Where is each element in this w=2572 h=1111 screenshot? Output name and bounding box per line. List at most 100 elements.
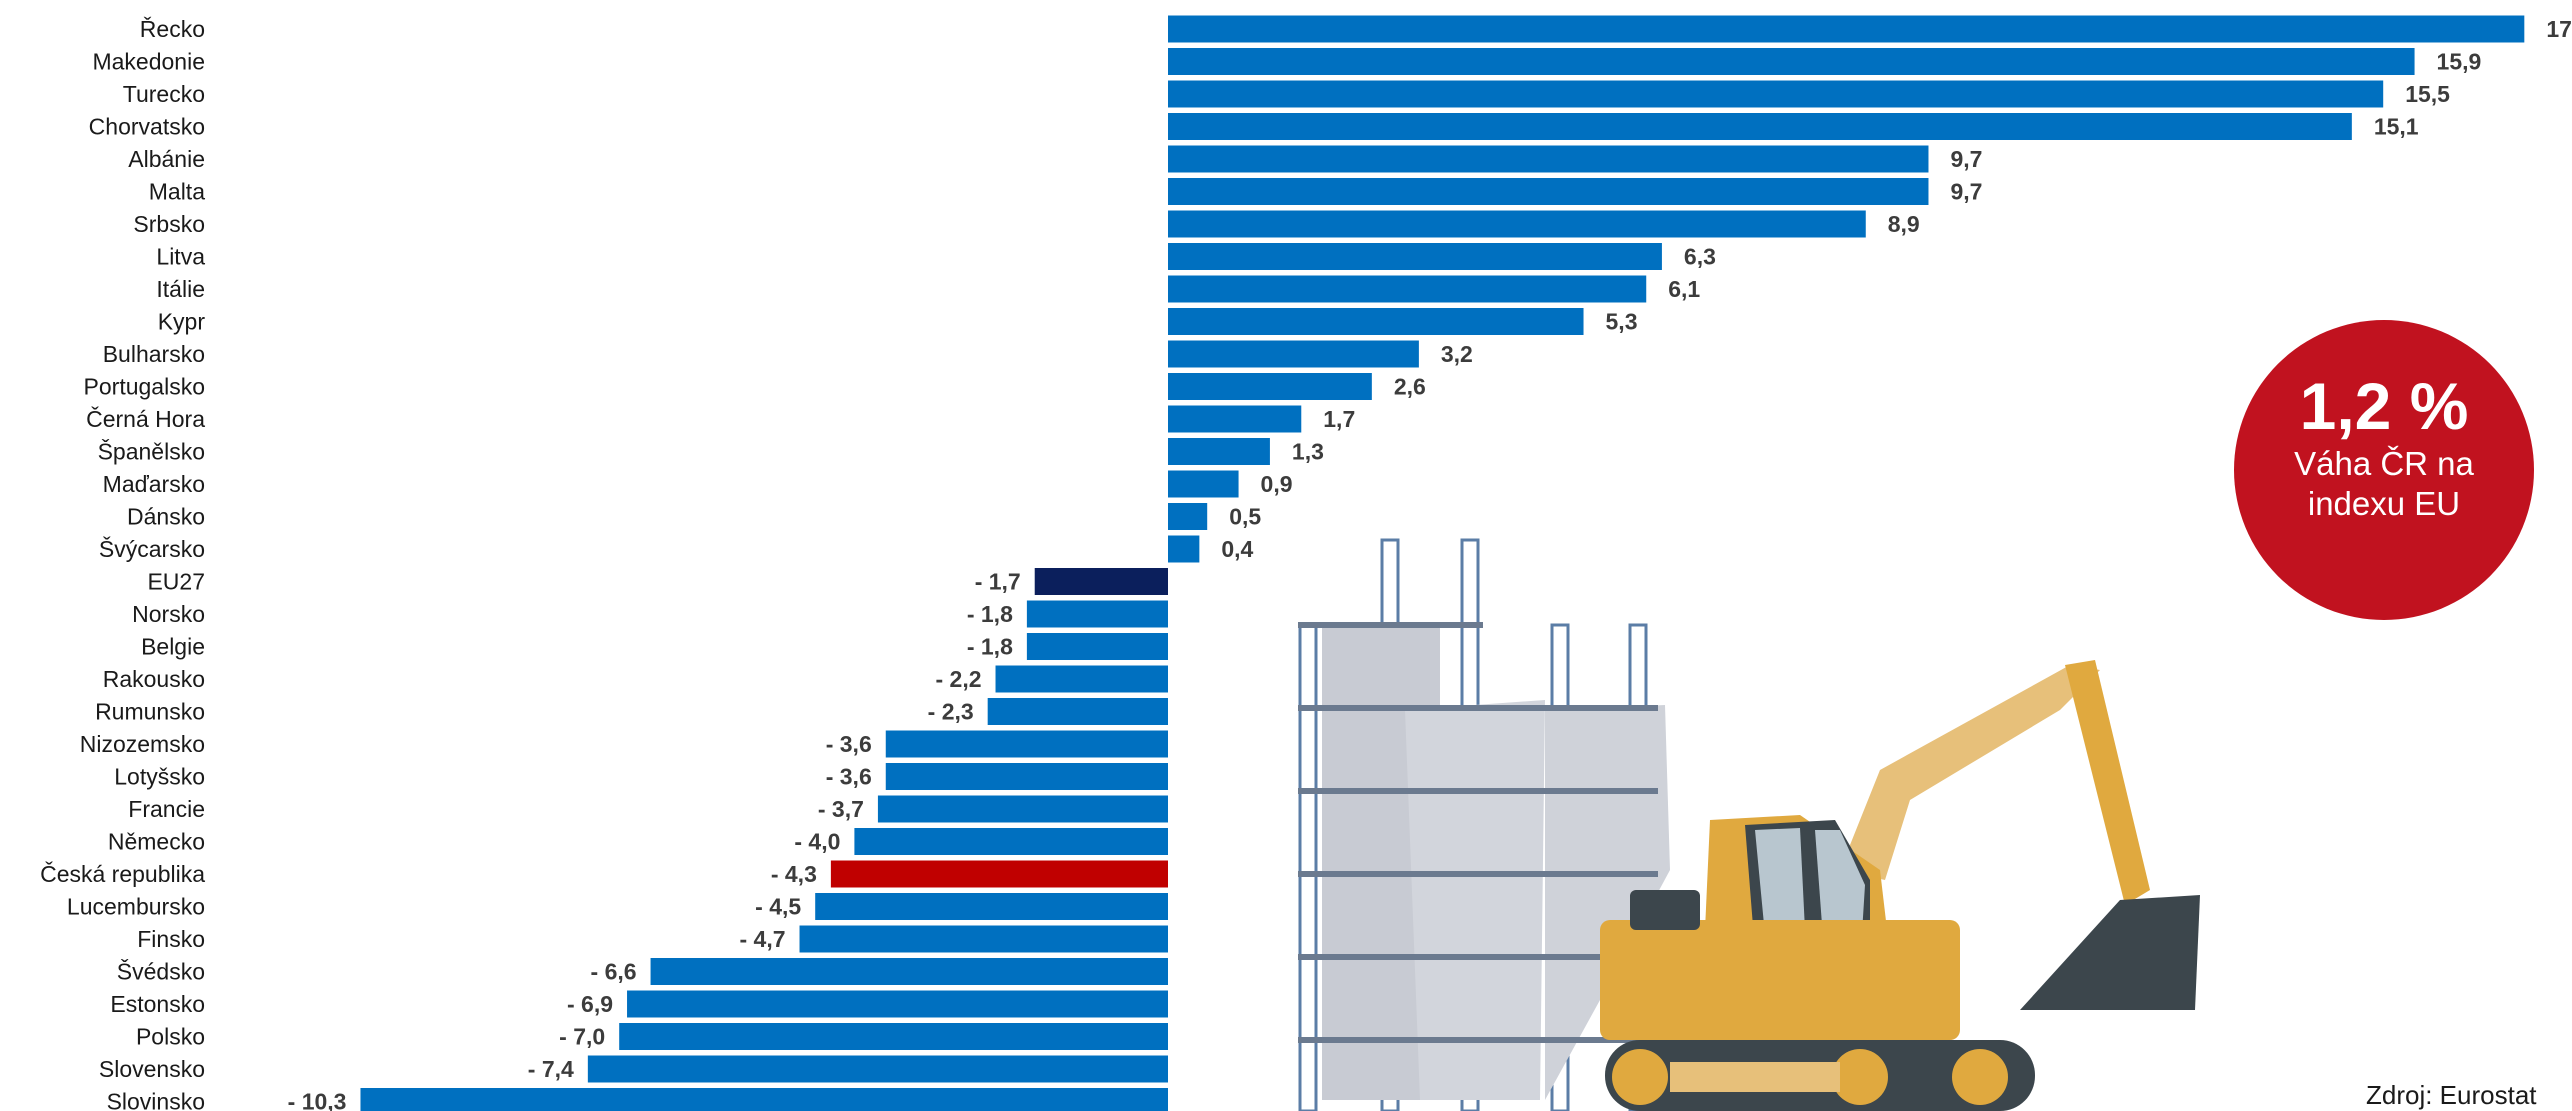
value-label: 9,7 [1950, 179, 1982, 205]
category-label: Kypr [158, 309, 206, 335]
value-label: 0,5 [1229, 504, 1261, 530]
value-label: 3,2 [1441, 341, 1473, 367]
bar-Chorvatsko [1168, 113, 2352, 140]
value-label: - 1,7 [975, 569, 1021, 595]
bar-Kypr [1168, 308, 1584, 335]
value-label: 6,1 [1668, 276, 1700, 302]
bar-Srbsko [1168, 210, 1866, 238]
category-label: Polsko [136, 1024, 205, 1050]
construction-illustration [1298, 538, 2200, 1111]
bar-EU27 [1034, 568, 1168, 595]
category-label: Slovensko [99, 1056, 205, 1082]
bar-Švédsko [650, 958, 1168, 985]
bar-Černá Hora [1168, 405, 1302, 433]
bar-Slovensko [587, 1055, 1168, 1083]
category-label: Portugalsko [84, 374, 205, 400]
value-label: - 4,0 [794, 829, 840, 855]
category-label: Itálie [156, 276, 205, 302]
category-label: Maďarsko [103, 471, 205, 497]
value-label: - 3,6 [826, 764, 872, 790]
bar-Lotyšsko [885, 763, 1168, 790]
category-label: Lucembursko [67, 894, 205, 920]
category-label: Srbsko [133, 211, 205, 237]
value-label: - 6,6 [591, 959, 637, 985]
bar-Řecko [1168, 15, 2525, 43]
value-label: - 2,2 [935, 666, 981, 692]
bar-Norsko [1026, 600, 1168, 628]
value-label: - 3,7 [818, 796, 864, 822]
value-label: 2,6 [1394, 374, 1426, 400]
bar-Estonsko [627, 990, 1168, 1018]
category-label: Estonsko [110, 991, 205, 1017]
bar-Turecko [1168, 80, 2384, 108]
bar-Německo [854, 828, 1168, 855]
category-label: Litva [156, 244, 205, 270]
bar-Rakousko [995, 665, 1168, 693]
bar-Švýcarsko [1168, 535, 1200, 563]
category-label: Albánie [128, 146, 205, 172]
bar-Belgie [1026, 633, 1168, 660]
category-label: Slovinsko [107, 1089, 205, 1111]
category-label: Malta [149, 179, 205, 205]
category-label: Rumunsko [95, 699, 205, 725]
bar-Bulharsko [1168, 340, 1419, 368]
value-label: - 1,8 [967, 601, 1013, 627]
category-label: Dánsko [127, 504, 205, 530]
bar-Nizozemsko [885, 730, 1168, 758]
value-label: 9,7 [1950, 146, 1982, 172]
value-label: - 4,3 [771, 861, 817, 887]
category-label: Makedonie [92, 49, 205, 75]
value-label: 8,9 [1888, 211, 1920, 237]
category-label: Rakousko [103, 666, 205, 692]
bar-Portugalsko [1168, 373, 1372, 400]
bar-Rumunsko [987, 698, 1168, 725]
bar-Francie [877, 795, 1168, 823]
value-label: - 3,6 [826, 731, 872, 757]
bar-Litva [1168, 243, 1662, 270]
category-label: Lotyšsko [114, 764, 205, 790]
value-label: 1,3 [1292, 439, 1324, 465]
scaffolding-icon [1298, 538, 1670, 1111]
category-label: Belgie [141, 634, 205, 660]
bar-Česká republika [830, 860, 1168, 888]
value-label: 6,3 [1684, 244, 1716, 270]
category-label: Turecko [123, 81, 205, 107]
category-label: Česká republika [40, 860, 205, 887]
badge-value: 1,2 % [2299, 369, 2469, 443]
category-label: EU27 [147, 569, 205, 595]
bar-Slovinsko [360, 1088, 1169, 1111]
value-label: - 2,3 [928, 699, 974, 725]
bar-Itálie [1168, 275, 1647, 303]
bar-Lucembursko [815, 893, 1168, 920]
category-label: Černá Hora [86, 405, 205, 432]
category-label: Švýcarsko [99, 535, 205, 562]
value-label: 0,9 [1261, 471, 1293, 497]
category-label: Bulharsko [103, 341, 205, 367]
category-label: Francie [128, 796, 205, 822]
bar-Malta [1168, 178, 1929, 205]
value-label: 5,3 [1606, 309, 1638, 335]
value-label: 0,4 [1221, 536, 1253, 562]
value-label: - 1,8 [967, 634, 1013, 660]
bars-layer [360, 15, 2525, 1111]
bar-Makedonie [1168, 48, 2415, 75]
value-label: 1,7 [1323, 406, 1355, 432]
category-label: Německo [108, 829, 205, 855]
value-label: 15,9 [2437, 49, 2482, 75]
bar-Finsko [799, 925, 1168, 953]
value-label: - 7,4 [528, 1056, 574, 1082]
value-label: - 4,5 [755, 894, 801, 920]
value-label: - 7,0 [559, 1024, 605, 1050]
value-label: 15,1 [2374, 114, 2419, 140]
labels-layer: Řecko 17,3 Makedonie 15,9 Turecko 15,5 Chorvat… [40, 16, 2572, 1111]
category-label: Nizozemsko [80, 731, 205, 757]
bar-Španělsko [1168, 438, 1270, 465]
source-note: Zdroj: Eurostat [2366, 1080, 2537, 1110]
value-label: 17,3 [2546, 16, 2572, 42]
excavator-icon [1600, 660, 2200, 1111]
category-label: Finsko [137, 926, 205, 952]
category-label: Norsko [132, 601, 205, 627]
badge-caption: Váha ČR na indexu EU [2294, 445, 2474, 522]
value-label: - 10,3 [288, 1089, 347, 1111]
